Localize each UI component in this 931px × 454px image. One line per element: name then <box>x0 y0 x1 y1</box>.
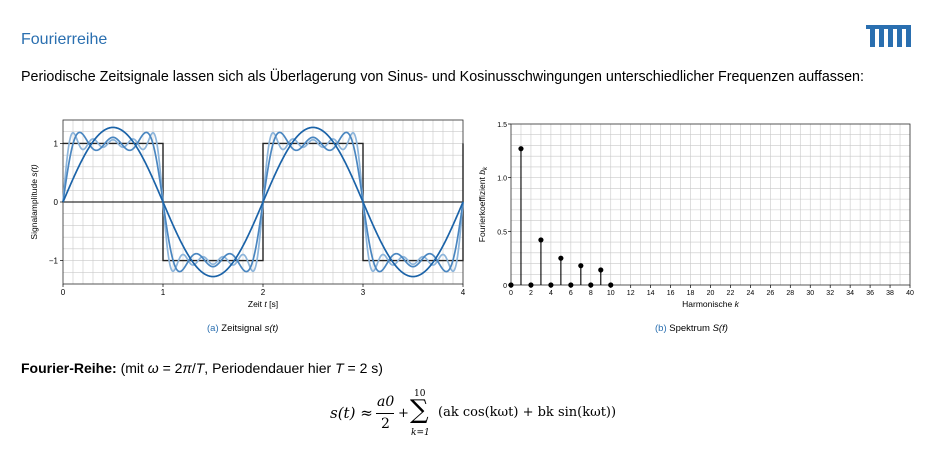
fourier-heading: Fourier-Reihe: <box>21 360 117 376</box>
caption-b: (b) Spektrum S(f) <box>655 323 728 334</box>
fourier-text-1: (mit <box>117 360 148 376</box>
x-tick-label: 38 <box>886 290 894 297</box>
period-symbol: T <box>196 360 205 376</box>
x-tick-label: 40 <box>906 290 914 297</box>
x-tick-label: 0 <box>509 290 513 297</box>
x-tick-label: 12 <box>627 290 635 297</box>
fourier-formula: s(t) ≈ a0 2 + 10 ∑ k=1 (ak cos(kωt) + bk… <box>330 390 630 444</box>
x-tick-label: 30 <box>806 290 814 297</box>
x-tick-label: 20 <box>707 290 715 297</box>
omega-symbol: ω <box>148 360 159 376</box>
y-tick-label: 0 <box>54 198 59 207</box>
stem-point <box>578 263 583 268</box>
formula-plus: + <box>398 406 409 421</box>
y-tick-label: 1.0 <box>497 176 507 183</box>
x-tick-label: 8 <box>589 290 593 297</box>
fourier-line: Fourier-Reihe: (mit ω = 2π/T, Periodenda… <box>21 360 383 376</box>
fourier-text-5: = 2 s) <box>344 360 383 376</box>
stem-point <box>538 237 543 242</box>
caption-b-label: (b) <box>655 323 667 334</box>
sum-lower-limit: k=1 <box>411 428 430 438</box>
x-tick-label: 34 <box>846 290 854 297</box>
x-tick-label: 28 <box>786 290 794 297</box>
caption-b-text: Spektrum <box>667 323 713 334</box>
x-tick-label: 14 <box>647 290 655 297</box>
chart-b-y-axis-label: Fourierkoeffizient bk <box>477 166 489 242</box>
x-tick-label: 4 <box>461 288 466 297</box>
caption-a: (a) Zeitsignal s(t) <box>207 323 278 334</box>
x-tick-label: 24 <box>747 290 755 297</box>
x-tick-label: 26 <box>766 290 774 297</box>
chart-a-x-axis-label: Zeit t [s] <box>248 299 278 309</box>
x-tick-label: 4 <box>549 290 553 297</box>
chart-b-x-axis-label: Harmonische k <box>682 299 739 309</box>
x-tick-label: 2 <box>529 290 533 297</box>
formula-rhs: (ak cos(kωt) + bk sin(kωt)) <box>438 405 616 420</box>
x-tick-label: 32 <box>826 290 834 297</box>
x-tick-label: 1 <box>161 288 166 297</box>
x-tick-label: 10 <box>607 290 615 297</box>
chart-a-y-axis-label: Signalamplitude s(t) <box>29 164 39 239</box>
formula-denominator: 2 <box>381 416 390 432</box>
x-tick-label: 16 <box>667 290 675 297</box>
y-tick-label: 0 <box>503 283 507 290</box>
stem-point <box>518 146 523 151</box>
fraction-bar <box>376 413 394 414</box>
fourier-text-4: , Periodendauer hier <box>204 360 335 376</box>
pi-symbol: π <box>182 360 191 376</box>
y-tick-label: −1 <box>49 257 59 266</box>
x-tick-label: 22 <box>727 290 735 297</box>
x-tick-label: 36 <box>866 290 874 297</box>
caption-a-var: s(t) <box>265 323 279 334</box>
caption-a-label: (a) <box>207 323 219 334</box>
x-tick-label: 18 <box>687 290 695 297</box>
period-symbol-2: T <box>335 360 344 376</box>
x-tick-label: 6 <box>569 290 573 297</box>
formula-lhs: s(t) ≈ <box>330 404 373 422</box>
y-tick-label: 1.5 <box>497 122 507 129</box>
y-tick-label: 0.5 <box>497 229 507 236</box>
x-tick-label: 2 <box>261 288 266 297</box>
fourier-text-2: = 2 <box>159 360 183 376</box>
x-tick-label: 0 <box>61 288 66 297</box>
formula-numerator: a0 <box>377 394 394 410</box>
chart-b-grid <box>511 124 910 285</box>
caption-b-var: S(f) <box>713 323 728 334</box>
stem-point <box>598 267 603 272</box>
stem-point <box>558 256 563 261</box>
y-tick-label: 1 <box>54 139 59 148</box>
caption-a-text: Zeitsignal <box>219 323 265 334</box>
sum-sign: ∑ <box>410 395 429 425</box>
x-tick-label: 3 <box>361 288 366 297</box>
